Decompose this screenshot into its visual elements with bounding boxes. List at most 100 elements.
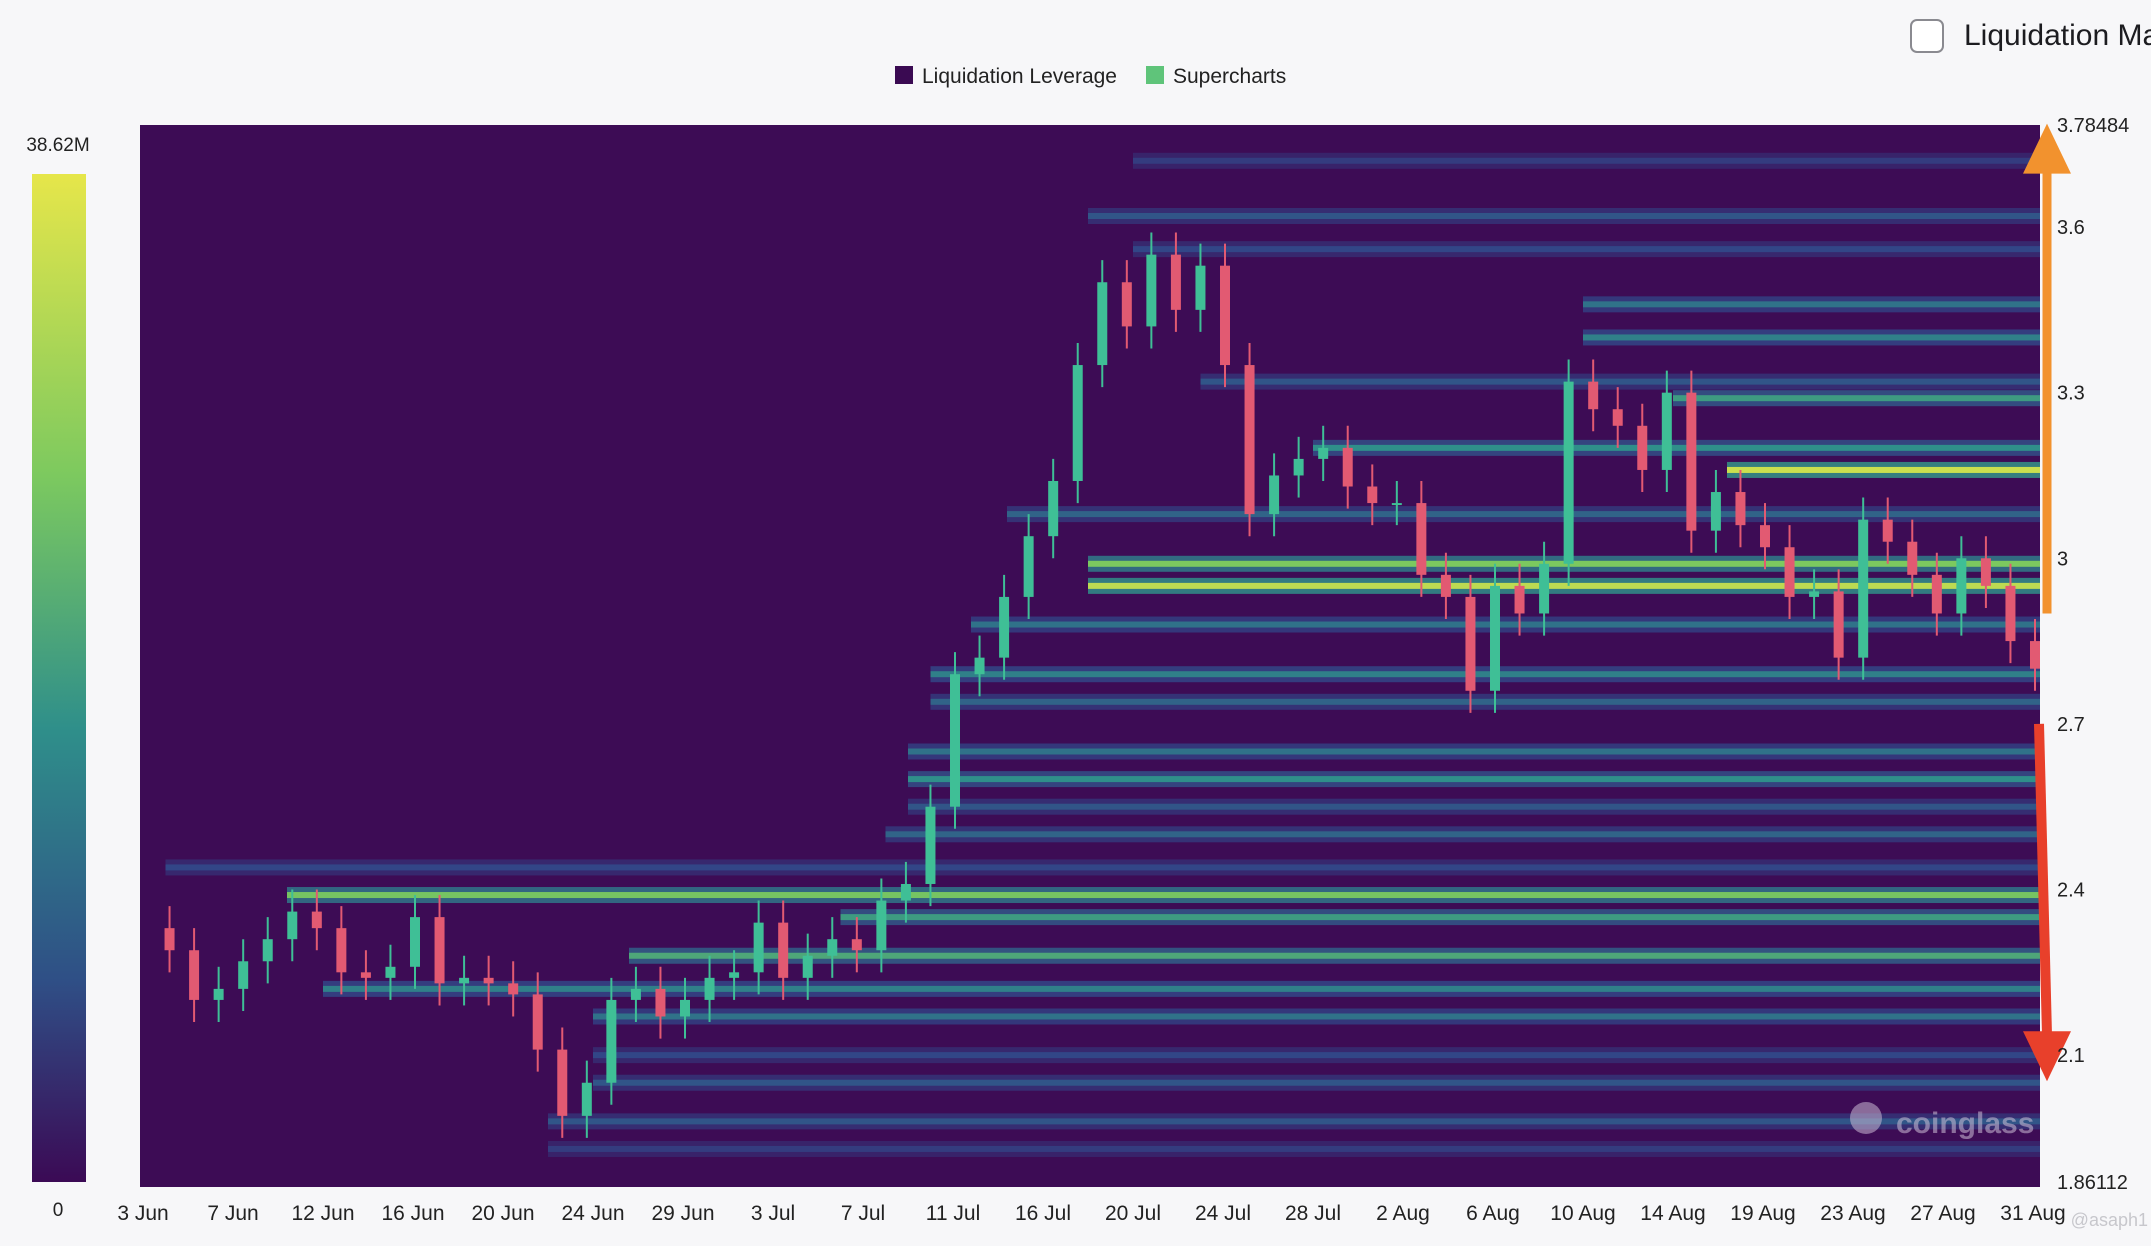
liquidation-map-toggle[interactable]: Liquidation Ma xyxy=(1910,16,2151,56)
x-axis-tick-label: 24 Jul xyxy=(1195,1202,1251,1225)
candle-body xyxy=(876,900,887,951)
candle-body xyxy=(1588,381,1599,410)
liquidation-band xyxy=(908,803,2040,810)
candle-body xyxy=(1318,447,1329,459)
candle-body xyxy=(1170,254,1181,310)
candle-body xyxy=(410,917,420,967)
liquidation-band xyxy=(629,952,2040,959)
candle-body xyxy=(508,983,519,995)
candle-body xyxy=(1858,519,1869,658)
liquidation-band xyxy=(908,776,2040,783)
color-scale-min-label: 0 xyxy=(53,1200,64,1221)
candle-body xyxy=(704,977,715,1000)
x-axis-tick-label: 19 Aug xyxy=(1730,1202,1795,1225)
candle-body xyxy=(213,988,224,1000)
y-axis-tick-label: 2.4 xyxy=(2057,880,2085,902)
candle-body xyxy=(729,972,740,978)
x-axis-tick-label: 6 Aug xyxy=(1466,1202,1520,1225)
y-axis-min-label: 1.86112 xyxy=(2057,1172,2128,1194)
candle-body xyxy=(1220,265,1230,366)
y-axis: 3.78484 3.6 3.3 3 2.7 2.4 2.1 1.86112 xyxy=(2057,115,2129,1194)
liquidation-band xyxy=(1583,334,2040,341)
candle-body xyxy=(360,972,371,978)
candle-body xyxy=(1539,563,1550,614)
y-axis-tick-label: 3.3 xyxy=(2057,383,2085,405)
x-axis: 3 Jun 7 Jun 12 Jun 16 Jun 20 Jun 24 Jun 29 Jun… xyxy=(117,1202,2065,1225)
color-scale-bar xyxy=(32,174,86,1182)
candle-body xyxy=(1931,574,1942,614)
candle-body xyxy=(1882,519,1893,542)
liquidation-band xyxy=(1583,301,2040,308)
candle-body xyxy=(999,596,1010,658)
candle-body xyxy=(778,922,789,978)
liquidation-map-checkbox[interactable] xyxy=(1910,19,1944,53)
liquidation-band xyxy=(840,914,2040,921)
liquidation-band xyxy=(323,985,2040,992)
candle-body xyxy=(164,928,175,951)
candle-body xyxy=(1195,265,1206,310)
candle-body xyxy=(1121,282,1132,327)
liquidation-band xyxy=(548,1145,2040,1152)
candle-body xyxy=(1490,585,1500,691)
candle-body xyxy=(655,988,666,1017)
color-scale: 38.62M 0 xyxy=(26,135,89,1221)
y-axis-tick-label: 3 xyxy=(2057,548,2068,570)
legend-label-supercharts[interactable]: Supercharts xyxy=(1173,65,1286,88)
candle-body xyxy=(434,917,445,984)
corner-handle-text: @asaph1 xyxy=(2071,1210,2148,1230)
liquidation-band xyxy=(971,621,2040,628)
liquidation-band xyxy=(593,1013,2040,1020)
arrow-down-head-icon xyxy=(2023,1031,2071,1082)
candle-body xyxy=(680,999,690,1017)
candle-body xyxy=(827,939,838,956)
liquidation-band xyxy=(548,1118,2040,1125)
candle-body xyxy=(336,928,347,973)
candle-body xyxy=(238,961,249,989)
liquidation-band xyxy=(930,698,2040,705)
candle-body xyxy=(925,806,936,884)
y-axis-tick-label: 3.6 xyxy=(2057,217,2085,239)
liquidation-band xyxy=(1313,444,2040,451)
x-axis-tick-label: 23 Aug xyxy=(1820,1202,1885,1225)
candle-body xyxy=(581,1082,592,1116)
candle-body xyxy=(753,922,764,973)
candle-body xyxy=(1735,492,1746,526)
liquidation-band xyxy=(1088,213,2040,220)
candle-body xyxy=(1391,503,1402,506)
liquidation-band xyxy=(1133,246,2040,253)
candle-body xyxy=(851,939,862,951)
candle-body xyxy=(1072,365,1083,481)
candle-body xyxy=(1367,486,1378,504)
x-axis-tick-label: 20 Jul xyxy=(1105,1202,1161,1225)
y-axis-max-label: 3.78484 xyxy=(2057,115,2129,137)
candle-body xyxy=(1612,409,1623,426)
candle-body xyxy=(1784,547,1795,597)
liquidation-band xyxy=(593,1052,2040,1059)
liquidation-band xyxy=(1133,157,2040,164)
candle-body xyxy=(1048,480,1059,537)
candle-body xyxy=(1293,458,1304,476)
watermark-text: coinglass xyxy=(1896,1107,2034,1140)
candle-body xyxy=(2005,585,2016,642)
trend-arrows xyxy=(2023,123,2071,1082)
liquidation-band xyxy=(1200,378,2040,385)
x-axis-tick-label: 28 Jul xyxy=(1285,1202,1341,1225)
legend-swatch-supercharts xyxy=(1146,66,1164,84)
x-axis-tick-label: 2 Aug xyxy=(1376,1202,1430,1225)
chart-legend: Liquidation Leverage Supercharts xyxy=(895,65,1286,88)
x-axis-tick-label: 29 Jun xyxy=(651,1202,714,1225)
candle-body xyxy=(1980,558,1991,586)
candle-body xyxy=(385,966,396,978)
x-axis-tick-label: 24 Jun xyxy=(561,1202,624,1225)
candle-body xyxy=(1465,596,1476,691)
liquidation-band xyxy=(930,671,2040,678)
liquidation-band xyxy=(1007,511,2040,518)
candle-body xyxy=(1760,525,1770,548)
candle-body xyxy=(1661,392,1672,470)
liquidation-band xyxy=(908,748,2040,755)
x-axis-tick-label: 10 Aug xyxy=(1550,1202,1615,1225)
liquidation-band xyxy=(593,1079,2040,1086)
x-axis-tick-label: 27 Aug xyxy=(1910,1202,1975,1225)
legend-label-liquidation-leverage[interactable]: Liquidation Leverage xyxy=(922,65,1117,88)
